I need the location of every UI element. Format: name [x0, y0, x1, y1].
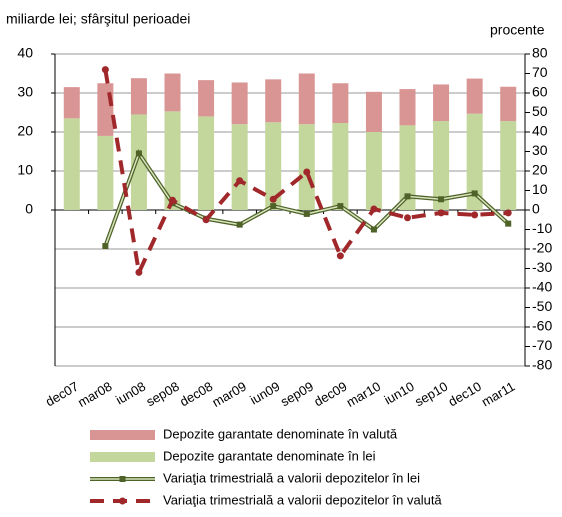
bar [164, 111, 181, 210]
bar [198, 116, 215, 210]
dash-marker [471, 211, 479, 219]
bar [365, 91, 382, 132]
line-marker [404, 193, 411, 200]
y-axis-label: miliarde lei; sfârşitul perioadei [6, 11, 190, 27]
y2-tick-label: 30 [532, 142, 548, 158]
bar [298, 73, 315, 125]
dash-marker [303, 168, 311, 176]
x-tick-label: dec09 [311, 379, 349, 410]
dash-marker [336, 252, 344, 260]
y2-tick-label: 10 [532, 181, 548, 197]
dash-marker [437, 209, 445, 217]
legend-label: Variaţia trimestrială a valorii depozite… [163, 492, 442, 507]
y2-tick-label: 70 [532, 64, 548, 80]
dash-marker [269, 195, 277, 203]
x-tick-label: mar11 [479, 379, 518, 410]
x-tick-label: dec08 [177, 379, 215, 410]
bar [433, 121, 450, 210]
line-marker [303, 210, 310, 217]
bar [231, 82, 248, 125]
bar [466, 113, 483, 210]
bar [332, 83, 349, 124]
dash-marker [404, 214, 411, 222]
y-tick-label: 0 [25, 201, 33, 217]
dash-marker [169, 196, 176, 204]
y-tick-label: 30 [17, 84, 33, 100]
dash-marker [370, 205, 378, 213]
bar [399, 125, 416, 210]
y-tick-label: 40 [17, 45, 33, 61]
line-marker [135, 150, 142, 157]
bar [298, 124, 315, 210]
x-tick-label: sep08 [144, 379, 182, 410]
bar [265, 79, 282, 123]
line-marker [337, 203, 344, 210]
x-tick-label: dec07 [43, 379, 81, 410]
bar [500, 86, 517, 122]
y2-tick-label: 50 [532, 103, 548, 119]
x-tick-label: iun08 [113, 379, 148, 408]
bar [97, 83, 114, 136]
line-marker [102, 243, 109, 250]
bar [500, 121, 517, 210]
legend-label: Variaţia trimestrială a valorii depozite… [163, 470, 420, 485]
y2-tick-label: -60 [532, 318, 552, 334]
dash-marker [236, 177, 244, 185]
bar [130, 78, 147, 115]
dash-marker [504, 209, 512, 217]
bar [63, 87, 80, 119]
legend-marker [119, 476, 126, 482]
line-marker [438, 196, 445, 203]
x-tick-label: mar08 [75, 379, 114, 410]
bar [130, 114, 147, 210]
y2-tick-label: 0 [532, 201, 540, 217]
bar [466, 78, 483, 114]
x-tick-label: mar10 [344, 379, 383, 410]
x-tick-label: iun09 [247, 379, 282, 408]
bar [332, 123, 349, 210]
dash-marker [135, 268, 143, 276]
x-tick-label: iun10 [382, 379, 417, 408]
x-tick-label: sep10 [412, 379, 450, 410]
legend-marker [119, 497, 126, 505]
y-tick-label: 10 [17, 162, 33, 178]
bar [365, 132, 382, 210]
y2-tick-label: -80 [532, 357, 552, 373]
bar [63, 118, 80, 210]
bar [399, 89, 416, 126]
line-marker [370, 226, 377, 233]
dash-marker [202, 216, 210, 224]
legend-label: Depozite garantate denominate în valută [163, 426, 398, 441]
bar [198, 80, 215, 117]
x-tick-label: mar09 [209, 379, 248, 410]
bar [433, 84, 450, 122]
y2-tick-label: 20 [532, 162, 548, 178]
y2-tick-label: -10 [532, 220, 552, 236]
legend-label: Depozite garantate denominate în lei [163, 448, 376, 463]
bar [265, 122, 282, 210]
y2-tick-label: -70 [532, 337, 552, 353]
line-marker [236, 221, 243, 228]
line-marker [471, 190, 478, 197]
y-tick-label: 20 [17, 123, 33, 139]
bar [231, 124, 248, 210]
y2-tick-label: -50 [532, 298, 552, 314]
y2-tick-label: -40 [532, 279, 552, 295]
y2-axis-label: procente [490, 22, 545, 38]
y2-tick-label: 40 [532, 123, 548, 139]
y2-tick-label: -20 [532, 240, 552, 256]
y2-tick-label: -30 [532, 259, 552, 275]
y2-tick-label: 60 [532, 84, 548, 100]
legend-swatch [90, 452, 155, 462]
dash-marker [101, 66, 109, 74]
bar [164, 73, 181, 112]
y2-tick-label: 80 [532, 45, 548, 61]
line-marker [270, 203, 277, 210]
x-tick-label: dec10 [446, 379, 484, 410]
line-marker [505, 220, 512, 227]
bar [97, 135, 114, 210]
x-tick-label: sep09 [278, 379, 316, 410]
legend-swatch [90, 430, 155, 440]
